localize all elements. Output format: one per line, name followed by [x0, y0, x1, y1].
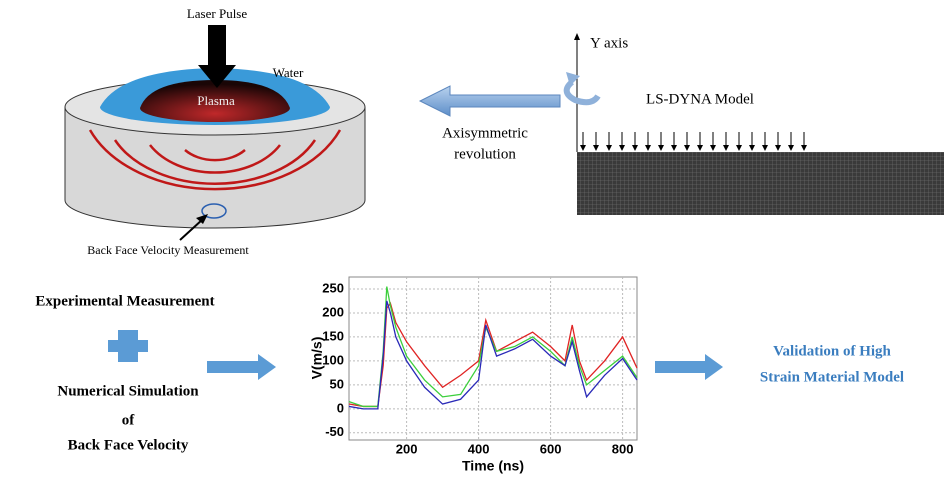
label: Strain Material Model: [760, 369, 904, 385]
load-arrow-head: [619, 145, 625, 151]
arrow: [655, 354, 723, 380]
x-axis-label: Time (ns): [462, 458, 524, 474]
load-arrow-head: [632, 145, 638, 151]
load-arrow-head: [671, 145, 677, 151]
label: revolution: [454, 146, 516, 162]
chart: Time (ns) V(m/s) -50 0 50 100 150 200 250 200 40…: [309, 276, 638, 474]
y-tick-label: 150: [322, 328, 344, 343]
load-arrow-head: [723, 145, 729, 151]
plus: [108, 330, 148, 362]
series-line: [348, 300, 638, 410]
label: Y axis: [590, 35, 628, 51]
laser-arrow: [198, 25, 236, 88]
x-tick-label: 200: [396, 441, 418, 456]
y-tick-label: 250: [322, 280, 344, 295]
label: Plasma: [197, 93, 235, 108]
arrow: [566, 72, 580, 86]
x-tick-label: 600: [540, 441, 562, 456]
y-tick-label: 0: [337, 400, 344, 415]
label: of: [122, 412, 136, 428]
rotation-arrow: [563, 79, 601, 106]
y-axis-label: V(m/s): [309, 337, 325, 380]
label: Back Face Velocity Measurement: [87, 243, 249, 257]
label: LS-DYNA Model: [646, 91, 754, 107]
arrow: [207, 354, 276, 380]
load-arrow-head: [580, 145, 586, 151]
label: Numerical Simulation: [57, 383, 199, 399]
load-arrow-head: [762, 145, 768, 151]
load-arrows: [580, 132, 807, 151]
arrow: [574, 33, 580, 40]
load-arrow-head: [788, 145, 794, 151]
y-tick-label: -50: [325, 424, 344, 439]
label: Laser Pulse: [187, 6, 248, 21]
load-arrow-head: [697, 145, 703, 151]
x-tick-label: 400: [468, 441, 490, 456]
label: Water: [273, 65, 304, 80]
plot-area: [348, 276, 638, 441]
load-arrow-head: [606, 145, 612, 151]
load-arrow-head: [736, 145, 742, 151]
label: Axisymmetric: [442, 125, 528, 141]
load-arrow-head: [710, 145, 716, 151]
y-tick-label: 100: [322, 352, 344, 367]
load-arrow-head: [645, 145, 651, 151]
y-tick-label: 200: [322, 304, 344, 319]
mesh: [577, 152, 944, 215]
cylinder: [64, 68, 366, 241]
arrow: [418, 85, 561, 117]
series-line: [348, 286, 638, 408]
load-arrow-head: [658, 145, 664, 151]
y-tick-label: 50: [330, 376, 344, 391]
x-tick-label: 800: [612, 441, 634, 456]
load-arrow-head: [801, 145, 807, 151]
label: Experimental Measurement: [35, 293, 214, 309]
load-arrow-head: [749, 145, 755, 151]
label: Validation of High: [773, 343, 891, 359]
label: Back Face Velocity: [68, 437, 189, 453]
load-arrow-head: [593, 145, 599, 151]
load-arrow-head: [775, 145, 781, 151]
load-arrow-head: [684, 145, 690, 151]
